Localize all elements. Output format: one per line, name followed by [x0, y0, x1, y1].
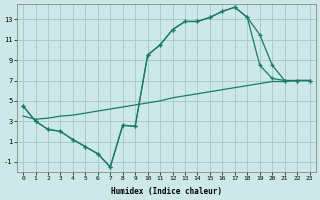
X-axis label: Humidex (Indice chaleur): Humidex (Indice chaleur): [111, 187, 222, 196]
